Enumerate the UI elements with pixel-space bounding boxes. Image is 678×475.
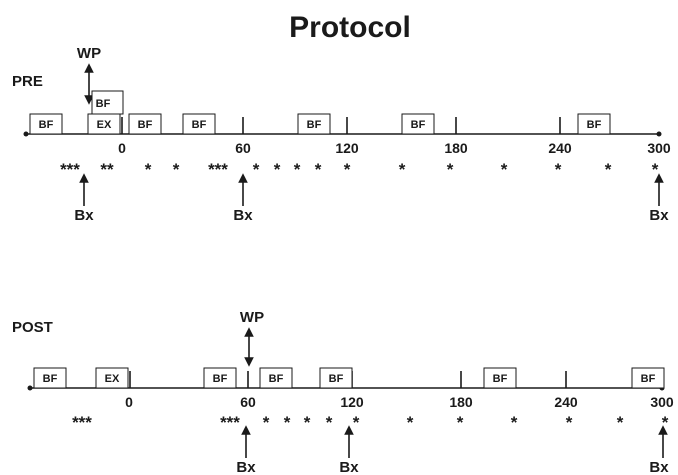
bf-box [319,367,353,389]
tick-label: 0 [118,140,126,156]
sample-star: * [501,160,508,179]
bx-label: Bx [236,459,256,475]
post-boxes: BF EX BF BF BF BF BF [33,367,665,389]
pre-label: PRE [12,73,43,90]
sample-star: * [263,413,270,432]
tick-label: 240 [548,140,572,156]
bx-label: Bx [649,459,669,475]
bf-box-label: BF [138,119,153,131]
post-sampling-stars: *** *** * * * * * * * * * * * [72,413,669,432]
sample-star: *** [220,413,240,432]
bx-label: Bx [339,459,359,475]
tick-label: 60 [240,394,256,410]
sample-star: * [511,413,518,432]
sample-star: * [555,160,562,179]
sample-star: * [304,413,311,432]
tick-label: 180 [449,394,473,410]
sample-star: * [652,160,659,179]
tick-label: 300 [650,394,674,410]
sample-star: * [284,413,291,432]
pre-biopsies: Bx Bx Bx [74,173,669,224]
post-wp-label: WP [240,309,264,326]
pre-tick-labels: 0 60 120 180 240 300 [118,140,671,156]
pre-sampling-stars: *** ** * * *** * * * * * * * * * * * [60,160,659,179]
bf-box [203,367,237,389]
tick-label: 300 [647,140,671,156]
sample-star: * [274,160,281,179]
bf-box [297,113,331,135]
post-timeline: POST WP 0 60 120 180 240 300 BF EX BF [12,309,674,475]
bx-label: Bx [649,207,669,224]
ex-box-label: EX [97,119,112,131]
diagram-title: Protocol [289,11,411,44]
bf-box [182,113,216,135]
sample-star: * [344,160,351,179]
bf-box-label: BF [329,373,344,385]
tick-label: 240 [554,394,578,410]
sample-star: * [173,160,180,179]
sample-star: *** [60,160,80,179]
sample-star: * [253,160,260,179]
tick-label: 60 [235,140,251,156]
tick-label: 120 [335,140,359,156]
post-tick-labels: 0 60 120 180 240 300 [125,394,674,410]
bf-box [259,367,293,389]
bf-box-label: BF [411,119,426,131]
pre-timeline: PRE WP 0 60 120 180 240 300 BF EX BF [12,45,671,224]
sample-star: * [605,160,612,179]
bf-box-label: BF [641,373,656,385]
bf-box [29,113,63,135]
pre-boxes: BF EX BF BF BF BF BF BF [29,90,611,135]
sample-star: * [326,413,333,432]
ex-box-label: EX [105,373,120,385]
sample-star: * [662,413,669,432]
sample-star: * [145,160,152,179]
sample-star: * [407,413,414,432]
pre-axis-end-dot [656,131,662,137]
bf-box-label: BF [43,373,58,385]
sample-star: * [353,413,360,432]
pre-ticks [121,117,561,134]
bf-box-label: BF [587,119,602,131]
bf-box [401,113,435,135]
sample-star: * [315,160,322,179]
bf-box-label: BF [213,373,228,385]
bf-box-label: BF [269,373,284,385]
bf-box-label: BF [39,119,54,131]
sample-star: * [294,160,301,179]
post-label: POST [12,319,53,336]
post-axis-start-dot [27,385,33,391]
sample-star: * [399,160,406,179]
tick-label: 0 [125,394,133,410]
tick-label: 120 [340,394,364,410]
sample-star: * [447,160,454,179]
ex-box [95,367,129,389]
bf-box-label: BF [96,98,111,110]
sample-star: *** [208,160,228,179]
bx-label: Bx [74,207,94,224]
sample-star: ** [100,160,114,179]
tick-label: 180 [444,140,468,156]
sample-star: *** [72,413,92,432]
pre-wp-label: WP [77,45,101,62]
pre-axis-start-dot [23,131,29,137]
bf-box [577,113,611,135]
bf-box [483,367,517,389]
sample-star: * [617,413,624,432]
bf-box-label: BF [192,119,207,131]
bf-box [33,367,67,389]
bf-box [631,367,665,389]
sample-star: * [457,413,464,432]
sample-star: * [566,413,573,432]
bf-box [91,90,124,115]
bf-box [128,113,162,135]
bf-box-label: BF [307,119,322,131]
bf-box-label: BF [493,373,508,385]
post-biopsies: Bx Bx Bx [236,425,669,475]
bx-label: Bx [233,207,253,224]
